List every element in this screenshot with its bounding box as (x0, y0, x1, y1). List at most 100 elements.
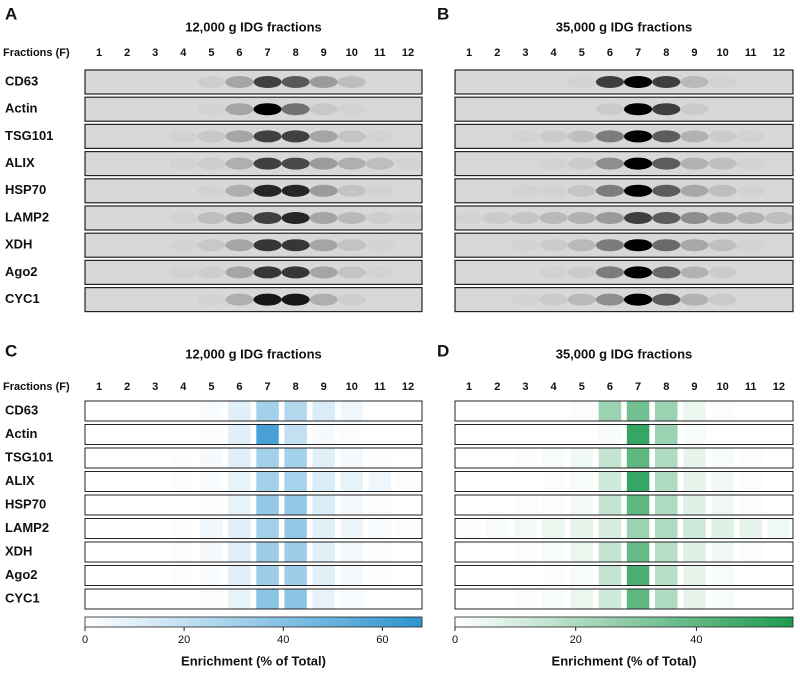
heat-cell (228, 495, 251, 515)
heat-cell (485, 495, 509, 515)
heat-cell (570, 518, 594, 539)
blot-band (624, 239, 653, 252)
blot-band (281, 130, 310, 143)
row-label: XDH (5, 543, 32, 558)
heat-cell (228, 589, 251, 609)
blot-band (281, 76, 310, 88)
fraction-label: 12 (402, 381, 414, 393)
blot-band (624, 293, 653, 306)
blot-band (253, 76, 282, 88)
fraction-label: 10 (716, 381, 728, 393)
heat-cell (598, 471, 622, 492)
heat-cell (514, 471, 537, 492)
colorbar-label: Enrichment (% of Total) (552, 653, 697, 668)
heat-cell (87, 589, 111, 609)
fraction-label: 10 (346, 47, 358, 59)
z-tick-label: 0 (452, 634, 458, 646)
blot-band (309, 76, 338, 88)
blot-band (567, 239, 596, 252)
heat-cell (598, 542, 622, 562)
fraction-label: 6 (236, 47, 242, 59)
heat-cell (340, 495, 364, 515)
heat-cell (485, 542, 509, 562)
heat-cell (626, 542, 650, 562)
heat-cell (570, 424, 594, 445)
heat-cell (767, 495, 791, 515)
blot-band (337, 157, 366, 170)
fraction-label: 1 (96, 47, 102, 59)
blot-band (708, 266, 737, 279)
colorbar (454, 616, 794, 628)
fraction-label: 9 (321, 381, 327, 393)
blot-band (624, 266, 653, 279)
heat-cell (396, 448, 420, 468)
heat-cell (200, 589, 223, 609)
fraction-label: 5 (208, 47, 214, 59)
heat-cell (570, 542, 594, 562)
fraction-label: 4 (551, 381, 558, 393)
heat-cell (256, 589, 279, 609)
heat-cell (570, 565, 594, 586)
heat-cell (396, 424, 420, 445)
heat-cell (143, 542, 167, 562)
heat-cell (739, 542, 763, 562)
heat-cell (143, 518, 167, 539)
blot-band (197, 157, 226, 170)
blot-band (680, 157, 709, 170)
blot-band (309, 293, 338, 306)
heat-cell (626, 495, 650, 515)
blot-band (281, 293, 310, 306)
x-label: Fractions (F) (3, 381, 70, 393)
row-frame (454, 400, 794, 422)
row-frame (84, 541, 423, 563)
row-label: Ago2 (5, 567, 38, 582)
heat-cell (542, 471, 565, 492)
fraction-label: 7 (635, 47, 641, 59)
blot-band (337, 266, 366, 279)
heat-cell (683, 518, 706, 539)
row-label: CD63 (5, 402, 38, 417)
heat-cell (542, 565, 565, 586)
fraction-label: 5 (208, 381, 214, 393)
blot-band (309, 184, 338, 197)
blot-band (225, 184, 254, 197)
blot-band (595, 266, 625, 279)
blot-band (366, 239, 394, 251)
blot-band (680, 239, 709, 252)
blot-band (197, 76, 226, 88)
blot-band (169, 212, 197, 224)
blot-band (197, 239, 226, 252)
blot-band (225, 266, 254, 279)
heat-cell (172, 565, 195, 586)
panel-title: 12,000 g IDG fractions (185, 346, 322, 361)
blot-band (309, 157, 338, 170)
row-frame (84, 400, 423, 422)
heat-cell (87, 565, 111, 586)
fraction-label: 1 (96, 381, 102, 393)
fraction-label: 12 (402, 47, 414, 59)
heat-cell (514, 401, 537, 421)
heat-cell (340, 542, 364, 562)
heat-cell (340, 448, 364, 468)
blot-band (680, 184, 709, 197)
fraction-label: 12 (773, 47, 785, 59)
z-tick-label: 0 (82, 634, 88, 646)
blot-band (455, 212, 483, 224)
heat-cell (711, 565, 734, 586)
heat-cell (683, 471, 706, 492)
heat-cell (457, 448, 481, 468)
blot-strip (84, 259, 423, 285)
heat-cell (514, 589, 537, 609)
blot-band (540, 266, 568, 278)
blot-band (337, 184, 366, 197)
heat-cell (396, 518, 420, 539)
row-label: LAMP2 (5, 520, 49, 535)
blot-band (511, 130, 539, 142)
heat-cell (457, 495, 481, 515)
heat-cell (312, 471, 335, 492)
heat-cell (542, 518, 565, 539)
heat-cell (457, 471, 481, 492)
blot-band (680, 130, 709, 143)
z-tick-label: 20 (178, 634, 190, 646)
heat-cell (598, 401, 622, 421)
